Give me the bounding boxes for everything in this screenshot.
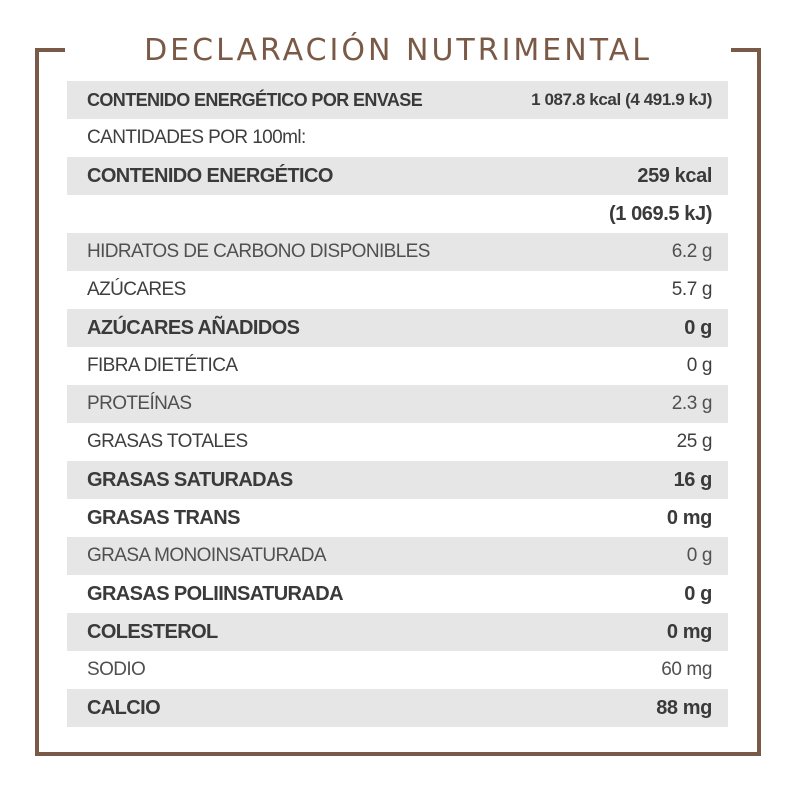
table-row: GRASAS SATURADAS 16 g — [67, 461, 728, 499]
row-label: FIBRA DIETÉTICA — [87, 355, 238, 376]
row-value: 60 mg — [661, 659, 712, 680]
panel-title: DECLARACIÓN NUTRIMENTAL — [144, 32, 652, 68]
table-row: GRASAS TOTALES 25 g — [67, 423, 728, 461]
panel-frame — [35, 48, 761, 756]
row-label: PROTEÍNAS — [87, 393, 192, 414]
row-value: 25 g — [676, 431, 713, 452]
table-row: AZÚCARES 5.7 g — [67, 271, 728, 309]
table-row: HIDRATOS DE CARBONO DISPONIBLES 6.2 g — [67, 233, 728, 271]
row-value: 0 mg — [666, 506, 712, 529]
row-label: CANTIDADES POR 100ml: — [87, 127, 306, 148]
nutrition-table: CONTENIDO ENERGÉTICO POR ENVASE 1 087.8 … — [67, 81, 728, 727]
table-row: PROTEÍNAS 2.3 g — [67, 385, 728, 423]
row-value: 0 mg — [666, 620, 712, 643]
row-label: CONTENIDO ENERGÉTICO POR ENVASE — [87, 89, 423, 110]
row-value: 16 g — [673, 468, 713, 491]
row-value: 5.7 g — [671, 279, 713, 300]
row-label: SODIO — [87, 659, 146, 680]
row-value: 6.2 g — [671, 241, 713, 262]
row-label: GRASA MONOINSATURADA — [87, 545, 327, 566]
table-row: (1 069.5 kJ) — [67, 195, 728, 233]
row-label: AZÚCARES — [87, 279, 186, 300]
row-label: AZÚCARES AÑADIDOS — [87, 316, 300, 339]
frame-top-right-segment — [731, 48, 761, 52]
frame-top-left-segment — [35, 48, 65, 52]
row-value: 2.3 g — [671, 393, 713, 414]
table-row: COLESTEROL 0 mg — [67, 613, 728, 651]
table-row: SODIO 60 mg — [67, 651, 728, 689]
row-value: 259 kcal — [637, 164, 712, 187]
table-row: CONTENIDO ENERGÉTICO 259 kcal — [67, 157, 728, 195]
row-label: CONTENIDO ENERGÉTICO — [87, 164, 333, 187]
table-row: CANTIDADES POR 100ml: — [67, 119, 728, 157]
row-value: (1 069.5 kJ) — [608, 202, 712, 225]
row-label: COLESTEROL — [87, 620, 218, 643]
row-label: GRASAS TRANS — [87, 506, 240, 529]
row-label: GRASAS POLIINSATURADA — [87, 582, 344, 605]
row-value: 1 087.8 kcal (4 491.9 kJ) — [531, 90, 712, 109]
table-row: GRASAS POLIINSATURADA 0 g — [67, 575, 728, 613]
table-row: GRASA MONOINSATURADA 0 g — [67, 537, 728, 575]
table-row: GRASAS TRANS 0 mg — [67, 499, 728, 537]
row-label: HIDRATOS DE CARBONO DISPONIBLES — [87, 241, 430, 262]
row-value: 0 g — [684, 582, 712, 605]
row-value: 0 g — [684, 316, 712, 339]
row-label: GRASAS SATURADAS — [87, 468, 293, 491]
row-value: 0 g — [686, 355, 713, 376]
table-row: CALCIO 88 mg — [67, 689, 728, 727]
table-row: FIBRA DIETÉTICA 0 g — [67, 347, 728, 385]
row-value: 88 mg — [656, 696, 712, 719]
row-label: GRASAS TOTALES — [87, 431, 248, 452]
row-label: CALCIO — [87, 696, 161, 719]
table-row: CONTENIDO ENERGÉTICO POR ENVASE 1 087.8 … — [67, 81, 728, 119]
table-row: AZÚCARES AÑADIDOS 0 g — [67, 309, 728, 347]
row-value: 0 g — [686, 545, 713, 566]
